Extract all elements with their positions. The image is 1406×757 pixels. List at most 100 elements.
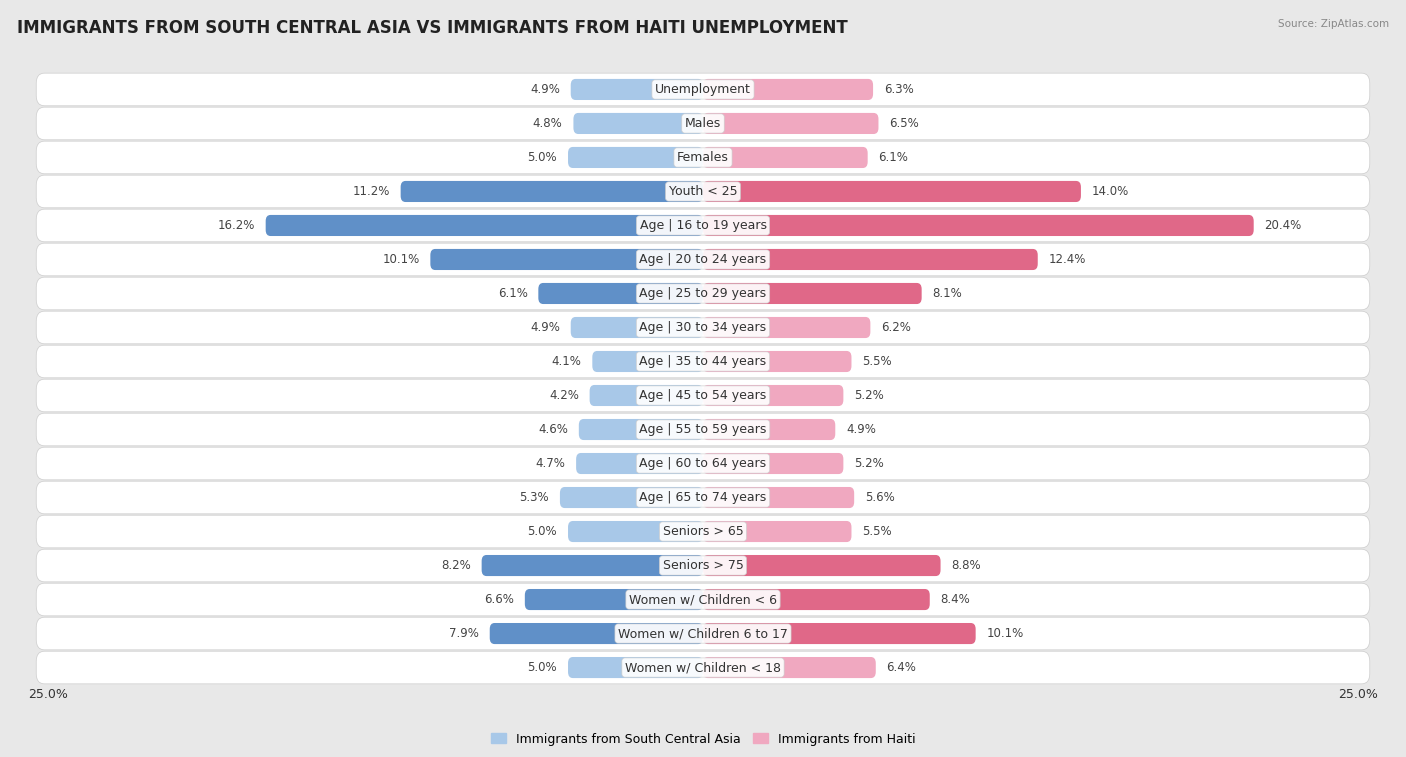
FancyBboxPatch shape [703,215,1254,236]
Text: 8.2%: 8.2% [441,559,471,572]
Text: 4.9%: 4.9% [530,321,560,334]
Text: Age | 25 to 29 years: Age | 25 to 29 years [640,287,766,300]
FancyBboxPatch shape [703,113,879,134]
Text: 4.9%: 4.9% [846,423,876,436]
Text: 6.1%: 6.1% [879,151,908,164]
Text: Age | 35 to 44 years: Age | 35 to 44 years [640,355,766,368]
Text: 10.1%: 10.1% [382,253,419,266]
FancyBboxPatch shape [703,521,852,542]
Text: Males: Males [685,117,721,130]
FancyBboxPatch shape [37,311,1369,344]
Text: Age | 20 to 24 years: Age | 20 to 24 years [640,253,766,266]
Text: 11.2%: 11.2% [353,185,389,198]
FancyBboxPatch shape [703,453,844,474]
Text: 4.6%: 4.6% [538,423,568,436]
FancyBboxPatch shape [524,589,703,610]
FancyBboxPatch shape [538,283,703,304]
Text: 25.0%: 25.0% [28,687,67,700]
FancyBboxPatch shape [589,385,703,406]
Text: 6.4%: 6.4% [887,661,917,674]
Text: Age | 60 to 64 years: Age | 60 to 64 years [640,457,766,470]
FancyBboxPatch shape [703,555,941,576]
Text: 6.2%: 6.2% [882,321,911,334]
FancyBboxPatch shape [703,487,855,508]
FancyBboxPatch shape [37,175,1369,208]
Text: 6.6%: 6.6% [484,593,515,606]
Text: Women w/ Children < 6: Women w/ Children < 6 [628,593,778,606]
Text: 8.8%: 8.8% [952,559,981,572]
FancyBboxPatch shape [37,447,1369,480]
FancyBboxPatch shape [703,181,1081,202]
Text: 5.2%: 5.2% [855,457,884,470]
Text: 4.7%: 4.7% [536,457,565,470]
FancyBboxPatch shape [37,617,1369,650]
Text: 10.1%: 10.1% [987,627,1024,640]
FancyBboxPatch shape [703,147,868,168]
Text: Seniors > 65: Seniors > 65 [662,525,744,538]
Text: Age | 45 to 54 years: Age | 45 to 54 years [640,389,766,402]
FancyBboxPatch shape [37,209,1369,241]
Text: Age | 16 to 19 years: Age | 16 to 19 years [640,219,766,232]
FancyBboxPatch shape [703,623,976,644]
Legend: Immigrants from South Central Asia, Immigrants from Haiti: Immigrants from South Central Asia, Immi… [485,727,921,751]
FancyBboxPatch shape [37,379,1369,412]
FancyBboxPatch shape [37,583,1369,616]
Text: 5.0%: 5.0% [527,525,557,538]
Text: 5.2%: 5.2% [855,389,884,402]
Text: 6.1%: 6.1% [498,287,527,300]
Text: 6.3%: 6.3% [884,83,914,96]
FancyBboxPatch shape [568,521,703,542]
Text: 5.3%: 5.3% [519,491,550,504]
FancyBboxPatch shape [266,215,703,236]
Text: 4.8%: 4.8% [533,117,562,130]
FancyBboxPatch shape [571,317,703,338]
Text: 5.6%: 5.6% [865,491,894,504]
FancyBboxPatch shape [37,413,1369,446]
FancyBboxPatch shape [703,351,852,372]
Text: 8.1%: 8.1% [932,287,962,300]
FancyBboxPatch shape [560,487,703,508]
FancyBboxPatch shape [37,345,1369,378]
Text: 20.4%: 20.4% [1264,219,1302,232]
FancyBboxPatch shape [37,277,1369,310]
Text: 14.0%: 14.0% [1091,185,1129,198]
Text: 16.2%: 16.2% [218,219,254,232]
FancyBboxPatch shape [703,589,929,610]
Text: Age | 30 to 34 years: Age | 30 to 34 years [640,321,766,334]
FancyBboxPatch shape [703,249,1038,270]
Text: 25.0%: 25.0% [1339,687,1378,700]
FancyBboxPatch shape [37,516,1369,548]
Text: 4.2%: 4.2% [548,389,579,402]
FancyBboxPatch shape [703,657,876,678]
FancyBboxPatch shape [37,73,1369,106]
Text: Youth < 25: Youth < 25 [669,185,737,198]
Text: 5.0%: 5.0% [527,661,557,674]
Text: Women w/ Children 6 to 17: Women w/ Children 6 to 17 [619,627,787,640]
FancyBboxPatch shape [703,317,870,338]
Text: Source: ZipAtlas.com: Source: ZipAtlas.com [1278,19,1389,29]
FancyBboxPatch shape [703,385,844,406]
FancyBboxPatch shape [571,79,703,100]
FancyBboxPatch shape [430,249,703,270]
FancyBboxPatch shape [703,283,922,304]
FancyBboxPatch shape [401,181,703,202]
Text: Age | 65 to 74 years: Age | 65 to 74 years [640,491,766,504]
FancyBboxPatch shape [37,243,1369,276]
FancyBboxPatch shape [37,549,1369,582]
Text: Women w/ Children < 18: Women w/ Children < 18 [626,661,780,674]
Text: Seniors > 75: Seniors > 75 [662,559,744,572]
Text: Unemployment: Unemployment [655,83,751,96]
Text: IMMIGRANTS FROM SOUTH CENTRAL ASIA VS IMMIGRANTS FROM HAITI UNEMPLOYMENT: IMMIGRANTS FROM SOUTH CENTRAL ASIA VS IM… [17,19,848,37]
Text: Age | 55 to 59 years: Age | 55 to 59 years [640,423,766,436]
FancyBboxPatch shape [37,141,1369,174]
FancyBboxPatch shape [703,79,873,100]
Text: 4.1%: 4.1% [551,355,582,368]
Text: 5.5%: 5.5% [862,355,891,368]
Text: 4.9%: 4.9% [530,83,560,96]
FancyBboxPatch shape [37,107,1369,140]
FancyBboxPatch shape [592,351,703,372]
FancyBboxPatch shape [568,147,703,168]
Text: 6.5%: 6.5% [889,117,920,130]
FancyBboxPatch shape [574,113,703,134]
FancyBboxPatch shape [482,555,703,576]
